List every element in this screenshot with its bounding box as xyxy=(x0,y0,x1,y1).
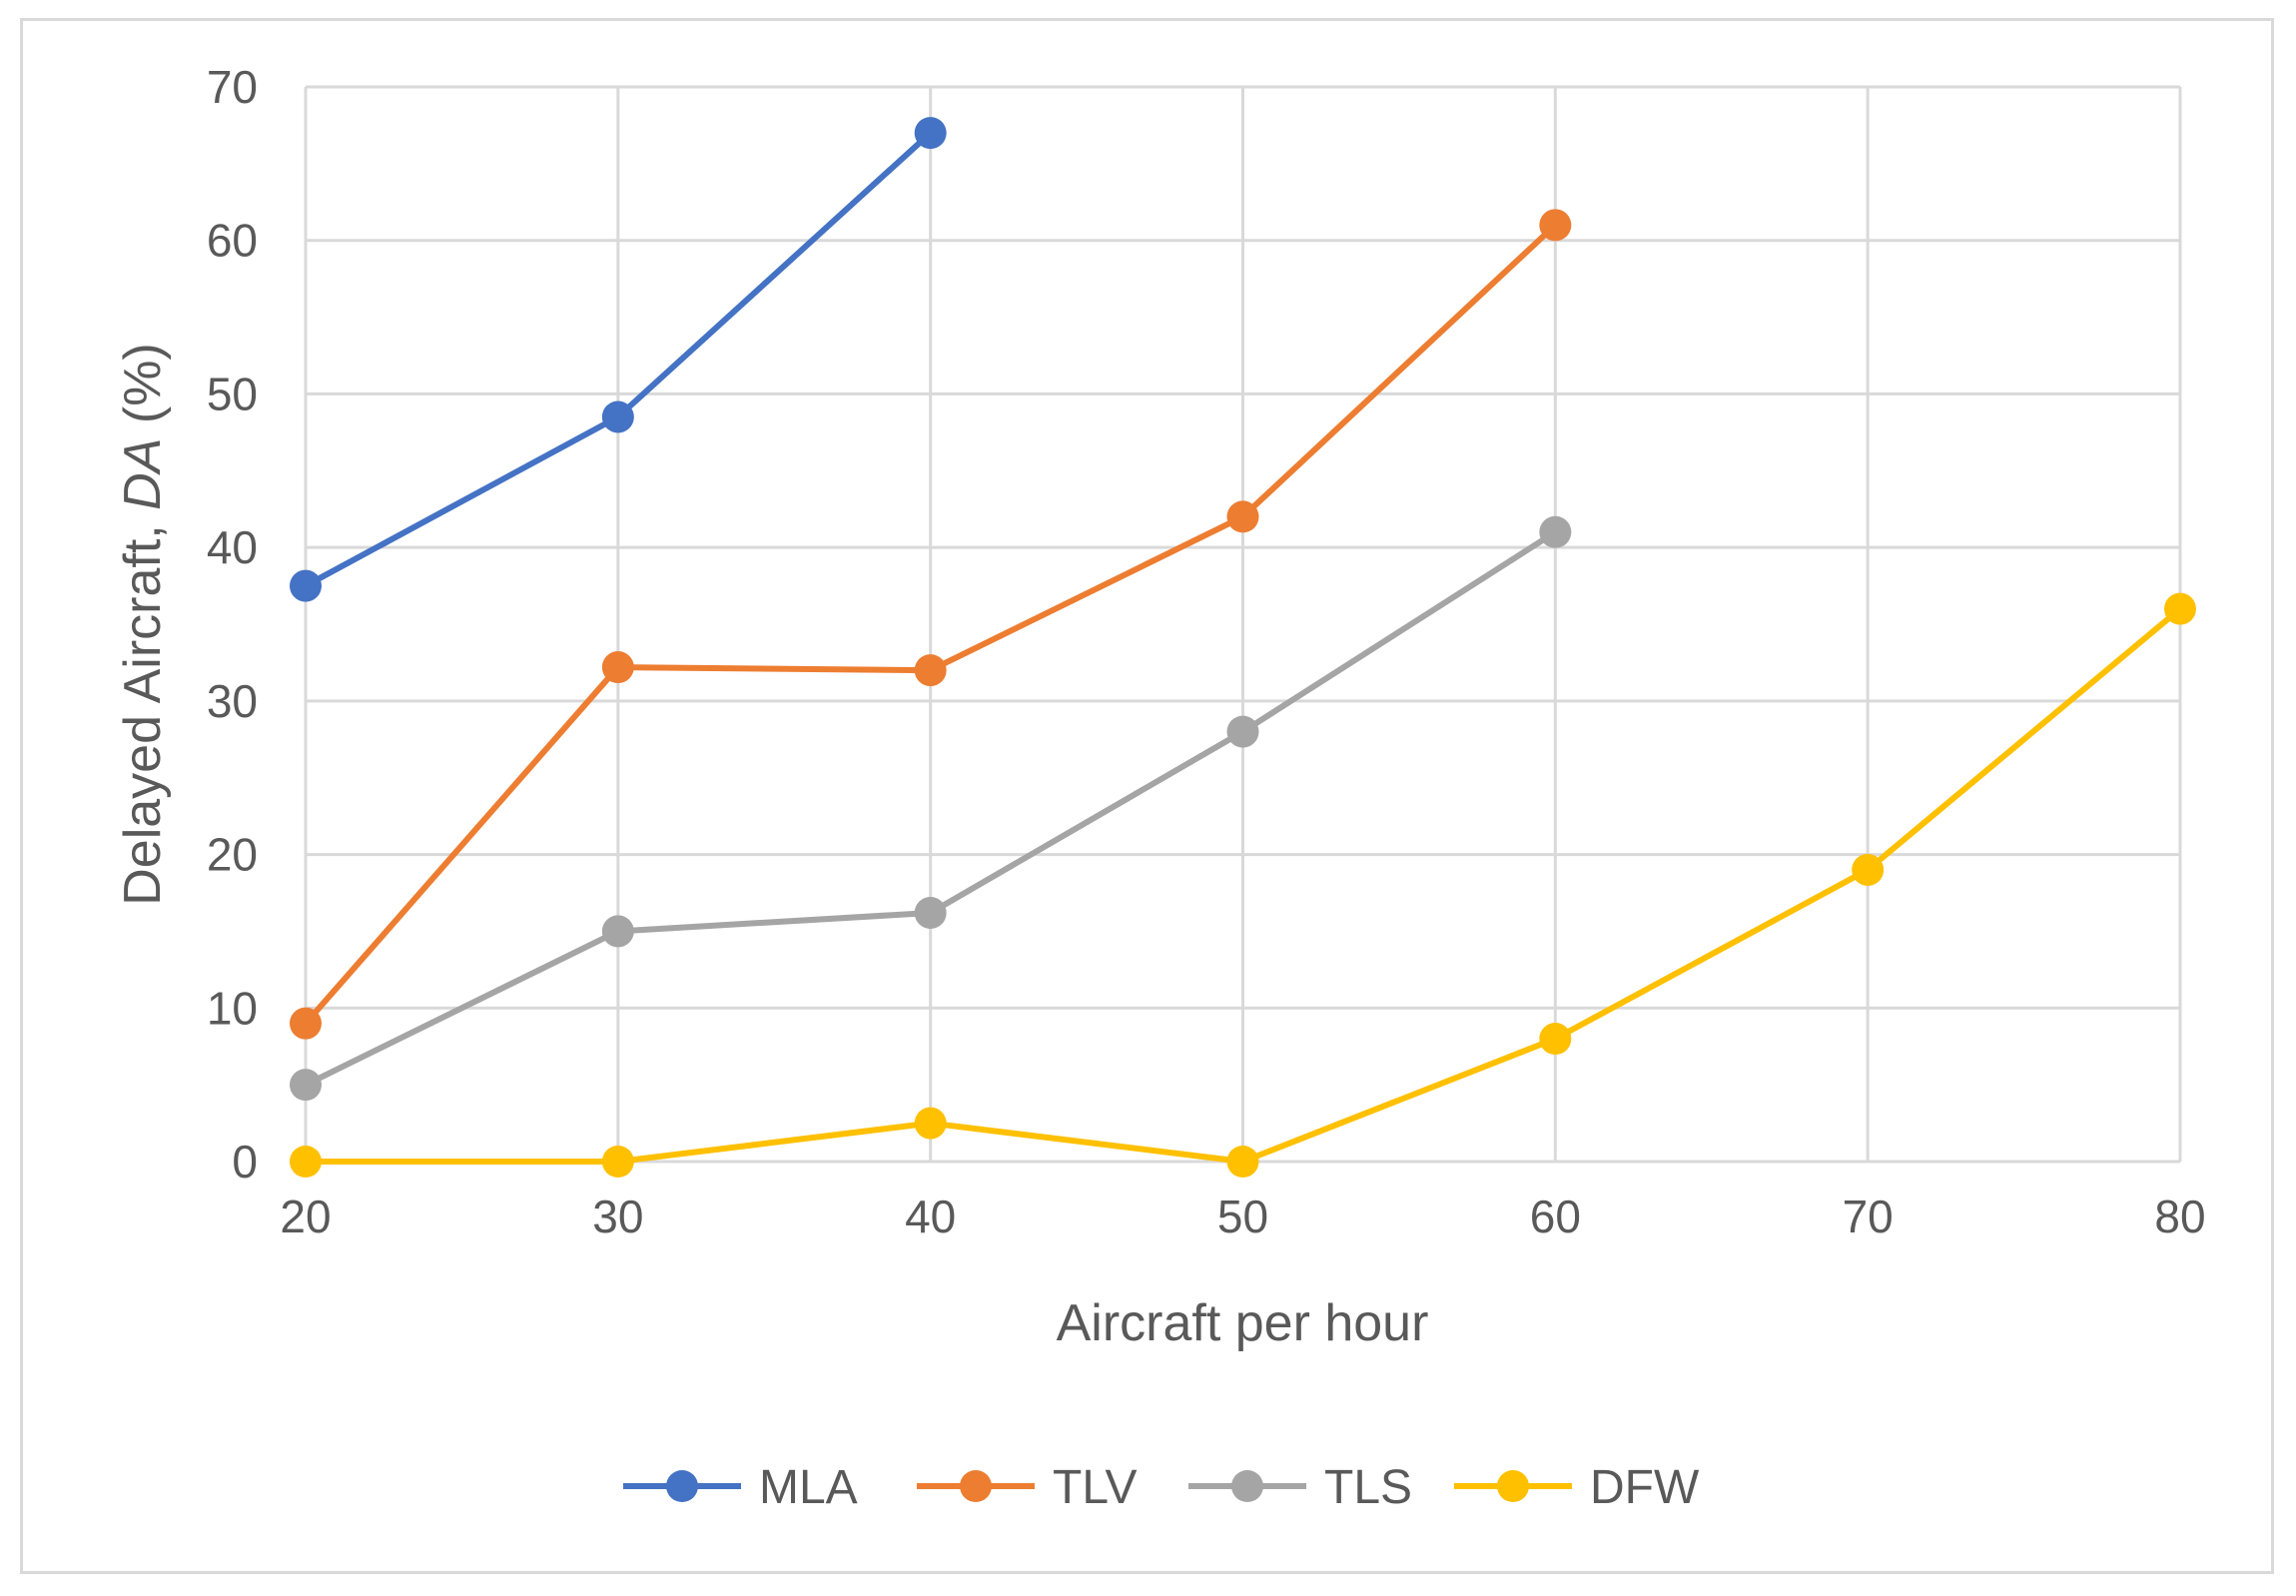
data-point-dfw xyxy=(1226,1146,1259,1178)
data-point-mla xyxy=(290,569,322,602)
y-tick-label: 70 xyxy=(207,61,258,113)
data-point-dfw xyxy=(1852,853,1885,886)
data-point-tlv xyxy=(601,651,634,684)
data-point-tls xyxy=(1539,515,1572,548)
data-point-tls xyxy=(601,915,634,948)
legend: MLA TLV TLS DFW xyxy=(623,1461,1700,1514)
series-layer xyxy=(290,117,2196,1178)
data-point-tlv xyxy=(914,654,947,687)
series-mla xyxy=(290,117,947,602)
data-point-tls xyxy=(1226,715,1259,748)
x-tick-label: 70 xyxy=(1843,1191,1894,1242)
data-point-mla xyxy=(914,117,947,150)
data-point-tlv xyxy=(1539,209,1572,242)
data-point-mla xyxy=(601,400,634,433)
legend-swatch-marker xyxy=(666,1470,698,1502)
y-axis-ticks: 0 10 20 30 40 50 60 70 xyxy=(207,61,258,1188)
x-axis-ticks: 20 30 40 50 60 70 80 xyxy=(280,1191,2205,1242)
x-tick-label: 20 xyxy=(280,1191,331,1242)
y-tick-label: 0 xyxy=(232,1136,258,1188)
chart-frame xyxy=(20,18,2274,1574)
legend-label: DFW xyxy=(1590,1461,1700,1514)
data-point-tls xyxy=(914,896,947,929)
x-axis-title: Aircraft per hour xyxy=(1057,1294,1429,1352)
legend-label: TLV xyxy=(1053,1461,1137,1514)
legend-swatch-marker xyxy=(960,1470,992,1502)
y-axis-title-prefix: Delayed Aircraft, xyxy=(114,510,172,906)
y-tick-label: 40 xyxy=(207,521,258,573)
data-point-tls xyxy=(290,1069,322,1102)
legend-swatch-marker xyxy=(1231,1470,1263,1502)
y-tick-label: 20 xyxy=(207,829,258,881)
data-point-dfw xyxy=(290,1146,322,1178)
y-axis-title: Delayed Aircraft, DA (%) xyxy=(114,343,172,906)
x-tick-label: 50 xyxy=(1217,1191,1268,1242)
series-tlv xyxy=(290,209,1572,1040)
series-dfw xyxy=(290,592,2196,1178)
x-tick-label: 30 xyxy=(592,1191,643,1242)
legend-item-tlv: TLV xyxy=(917,1461,1137,1514)
y-axis-title-suffix: (%) xyxy=(114,343,172,437)
data-point-dfw xyxy=(1539,1023,1572,1056)
data-point-dfw xyxy=(2164,592,2196,625)
grid-lines xyxy=(304,85,2182,1164)
legend-swatch-marker xyxy=(1497,1470,1529,1502)
series-tls xyxy=(290,515,1572,1102)
y-axis-title-italic: DA xyxy=(114,438,172,510)
x-tick-label: 40 xyxy=(905,1191,956,1242)
legend-label: TLS xyxy=(1324,1461,1412,1514)
legend-item-tls: TLS xyxy=(1188,1461,1412,1514)
y-tick-label: 10 xyxy=(207,982,258,1034)
data-point-tlv xyxy=(290,1007,322,1040)
data-point-tlv xyxy=(1226,500,1259,533)
legend-label: MLA xyxy=(759,1461,858,1514)
data-point-dfw xyxy=(914,1107,947,1140)
legend-item-dfw: DFW xyxy=(1454,1461,1700,1514)
data-point-dfw xyxy=(601,1146,634,1178)
x-tick-label: 60 xyxy=(1530,1191,1581,1242)
x-tick-label: 80 xyxy=(2154,1191,2205,1242)
y-tick-label: 60 xyxy=(207,215,258,267)
legend-item-mla: MLA xyxy=(623,1461,858,1514)
y-tick-label: 30 xyxy=(207,675,258,727)
y-tick-label: 50 xyxy=(207,368,258,419)
